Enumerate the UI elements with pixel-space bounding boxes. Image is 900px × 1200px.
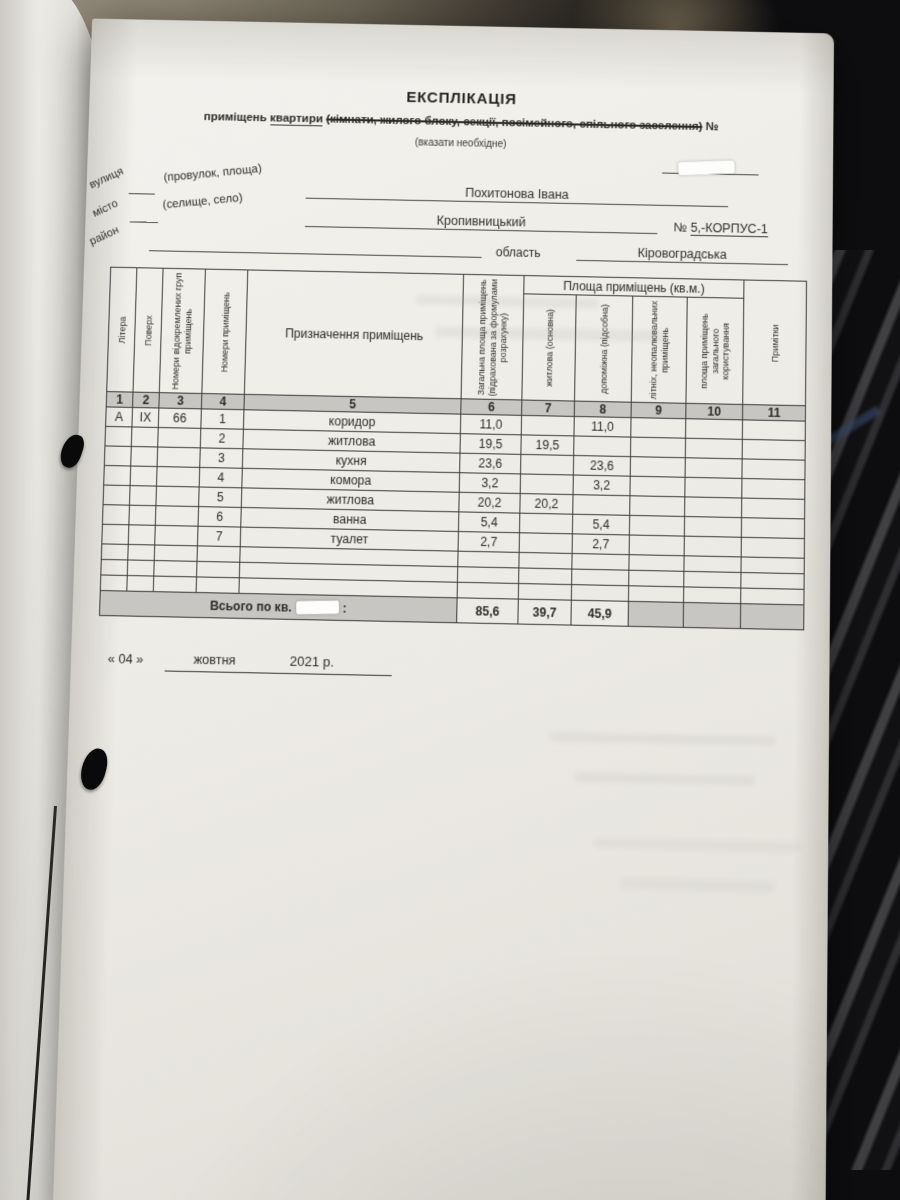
date-rule: жовтня 2021 р. (164, 650, 393, 677)
redaction-patch (295, 600, 339, 615)
col-header-summer-area: літніх, неопалювальних приміщень (631, 296, 688, 404)
total-living-value: 39,7 (517, 599, 572, 626)
building-number-value: 5,-КОРПУС-1 (690, 220, 768, 238)
apartment-number-line (662, 160, 759, 176)
street-label-line (128, 192, 155, 195)
date-year: 2021 р. (289, 653, 335, 670)
subtitle: приміщень квартири (кімнати, жилого блок… (89, 109, 834, 136)
col-header-floor: Поверх (133, 267, 164, 393)
col-header-group-numbers: Номери відокремлених груп приміщень (159, 268, 206, 394)
subtitle-selected-option: квартири (269, 112, 324, 127)
show-through-smudge (550, 731, 776, 746)
city-hint: (селище, село) (162, 191, 244, 212)
city-value: Кропивницький (436, 213, 526, 230)
col-header-notes: Примітки (742, 279, 807, 406)
total-area-value: 85,6 (456, 597, 519, 625)
district-line (148, 249, 482, 258)
street-value: Похитонова Івана (464, 185, 569, 202)
show-through-smudge (594, 837, 801, 852)
date-line: « 04 » жовтня 2021 р. (71, 649, 830, 690)
building-number-sign: № (673, 220, 688, 235)
street-label: вулиця (87, 165, 126, 192)
subtitle-prefix: приміщень (203, 110, 267, 125)
redaction-patch (678, 160, 735, 176)
district-label: район (87, 223, 121, 249)
total-label: Всього по кв. (209, 597, 292, 615)
region-value-line: Кіровоградська (576, 243, 789, 266)
col-header-purpose: Призначення приміщень (244, 269, 464, 399)
subtitle-note: (вказати необхідне) (414, 137, 507, 151)
col-header-total-area: Загальна площа приміщень (підрахована за… (461, 274, 525, 400)
col-header-living-area: житлова (основна) (521, 293, 577, 402)
date-month: жовтня (193, 652, 236, 668)
street-hint: (провулок, площа) (163, 162, 263, 185)
subtitle-struck-options: (кімнати, жилого блоку, секції, посімейн… (326, 113, 703, 134)
building-number: № 5,-КОРПУС-1 (673, 220, 768, 238)
show-through-smudge (619, 878, 775, 892)
document-page: ЕКСПЛІКАЦІЯ приміщень квартири (кімнати,… (47, 18, 835, 1200)
total-label-colon: : (342, 600, 347, 616)
explication-table: Літера Поверх Номери відокремлених груп … (99, 267, 807, 631)
col-header-litera: Літера (106, 267, 137, 393)
number-sign: № (705, 121, 719, 134)
col-header-common-area: площа приміщень загального користування (685, 297, 744, 405)
total-aux-value: 45,9 (570, 600, 629, 627)
date-day: « 04 » (107, 651, 144, 667)
city-value-line: Кропивницький (304, 209, 658, 235)
region-word: область (495, 245, 541, 261)
col-header-aux-area: допоміжна (підсобна) (574, 294, 633, 403)
city-label-line (129, 220, 158, 223)
col-header-room-numbers: Номери приміщень (201, 269, 248, 395)
page-title: ЕКСПЛІКАЦІЯ (406, 88, 517, 109)
street-value-line: Похитонова Івана (305, 181, 729, 208)
city-label: місто (90, 197, 120, 220)
region-value: Кіровоградська (637, 245, 727, 262)
show-through-smudge (575, 772, 755, 786)
